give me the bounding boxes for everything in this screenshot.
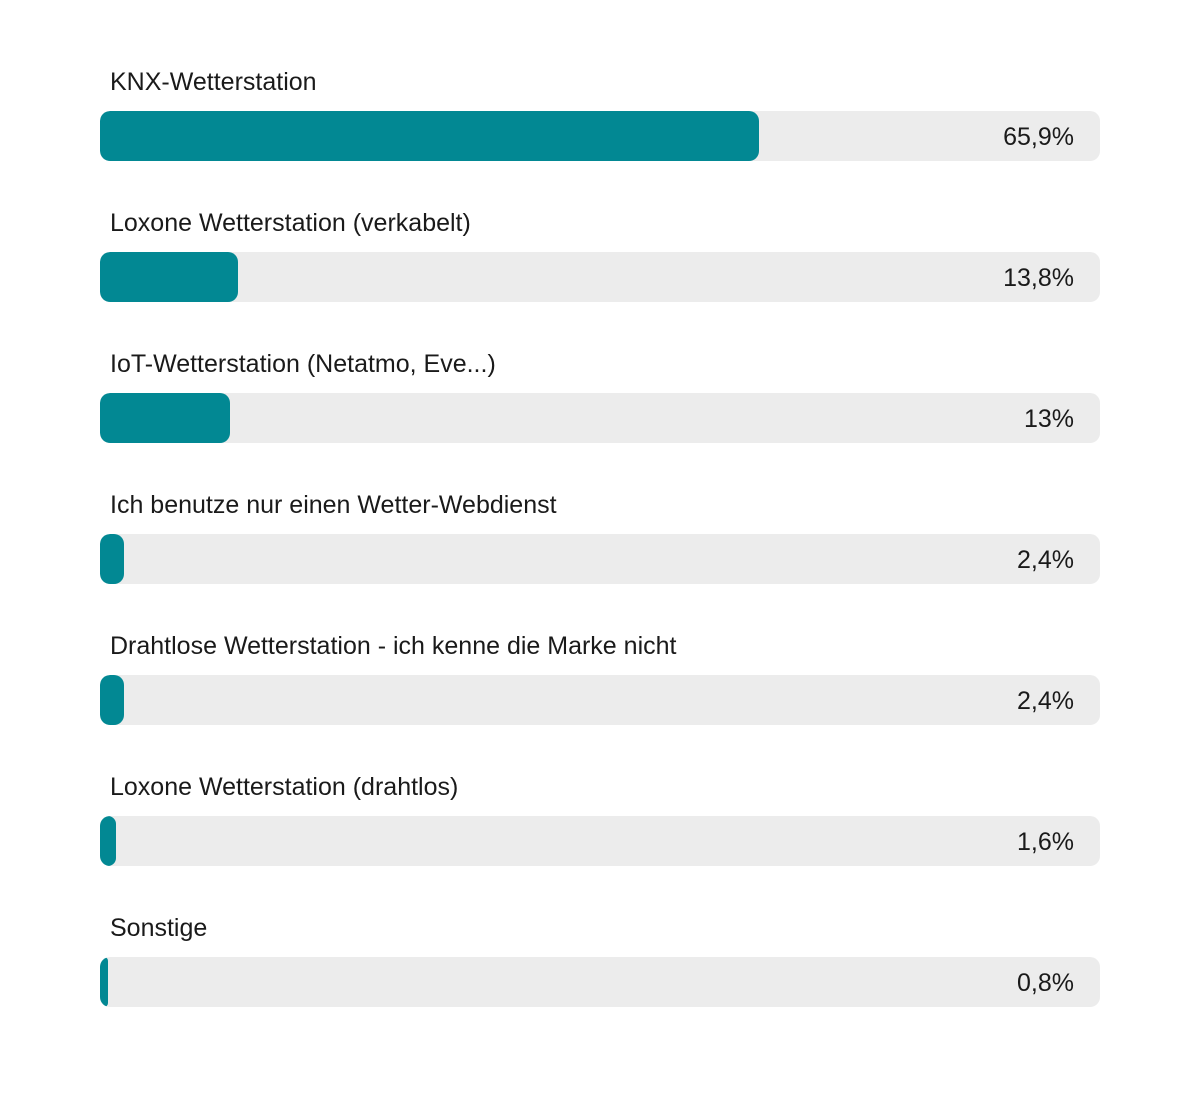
bar-fill [100,675,124,725]
bar-fill [100,393,230,443]
bar-row: Loxone Wetterstation (verkabelt) 13,8% [100,203,1100,323]
bar-label: Sonstige [110,914,208,942]
bar-track: 1,6% [100,816,1100,866]
bar-track: 2,4% [100,534,1100,584]
bar-fill [100,816,116,866]
bar-label: IoT-Wetterstation (Netatmo, Eve...) [110,350,496,378]
bar-fill [100,957,108,1007]
bar-track: 13,8% [100,252,1100,302]
poll-results-chart: KNX-Wetterstation 65,9% Loxone Wetterstati… [100,0,1100,1100]
bar-fill [100,111,759,161]
bar-label: Loxone Wetterstation (verkabelt) [110,209,471,237]
bar-row: Sonstige 0,8% [100,908,1100,1028]
bar-label: KNX-Wetterstation [110,68,317,96]
bar-row: Loxone Wetterstation (drahtlos) 1,6% [100,767,1100,887]
bar-label: Drahtlose Wetterstation - ich kenne die … [110,632,677,660]
bar-value-label: 2,4% [1017,546,1074,574]
bar-row: Drahtlose Wetterstation - ich kenne die … [100,626,1100,746]
bar-track: 65,9% [100,111,1100,161]
bar-value-label: 13,8% [1003,264,1074,292]
bar-value-label: 65,9% [1003,123,1074,151]
bar-track: 0,8% [100,957,1100,1007]
bar-row: KNX-Wetterstation 65,9% [100,62,1100,182]
bar-row: Ich benutze nur einen Wetter-Webdienst 2,… [100,485,1100,605]
bar-value-label: 0,8% [1017,969,1074,997]
bar-value-label: 13% [1023,405,1074,433]
bar-value-label: 2,4% [1017,687,1074,715]
bar-fill [100,252,238,302]
bar-label: Ich benutze nur einen Wetter-Webdienst [110,491,557,519]
bar-track: 13% [100,393,1100,443]
bar-label: Loxone Wetterstation (drahtlos) [110,773,459,801]
bar-track: 2,4% [100,675,1100,725]
bar-fill [100,534,124,584]
bar-value-label: 1,6% [1017,828,1074,856]
bar-row: IoT-Wetterstation (Netatmo, Eve...) 13% [100,344,1100,464]
